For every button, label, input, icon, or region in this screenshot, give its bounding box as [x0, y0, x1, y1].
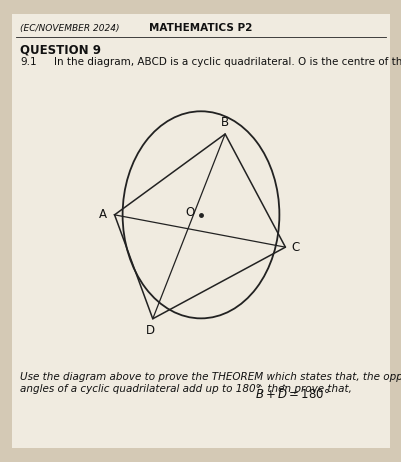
- Text: O: O: [184, 206, 194, 219]
- Text: C: C: [291, 241, 299, 254]
- Text: A: A: [99, 208, 107, 221]
- Text: 9.1: 9.1: [20, 57, 36, 67]
- Text: Use the diagram above to prove the THEOREM which states that, the oppos: Use the diagram above to prove the THEOR…: [20, 372, 401, 382]
- Text: (EC/NOVEMBER 2024): (EC/NOVEMBER 2024): [20, 24, 119, 33]
- Text: angles of a cyclic quadrilateral add up to 180°, then prove that,: angles of a cyclic quadrilateral add up …: [20, 384, 351, 395]
- Text: In the diagram, ABCD is a cyclic quadrilateral. O is the centre of the circle.: In the diagram, ABCD is a cyclic quadril…: [54, 57, 401, 67]
- Text: B: B: [221, 116, 229, 129]
- Text: QUESTION 9: QUESTION 9: [20, 44, 101, 57]
- Text: $\hat{B}+\hat{D}=180°$: $\hat{B}+\hat{D}=180°$: [255, 384, 330, 402]
- FancyBboxPatch shape: [12, 14, 389, 448]
- Text: MATHEMATICS P2: MATHEMATICS P2: [149, 23, 252, 33]
- Text: D: D: [146, 324, 155, 337]
